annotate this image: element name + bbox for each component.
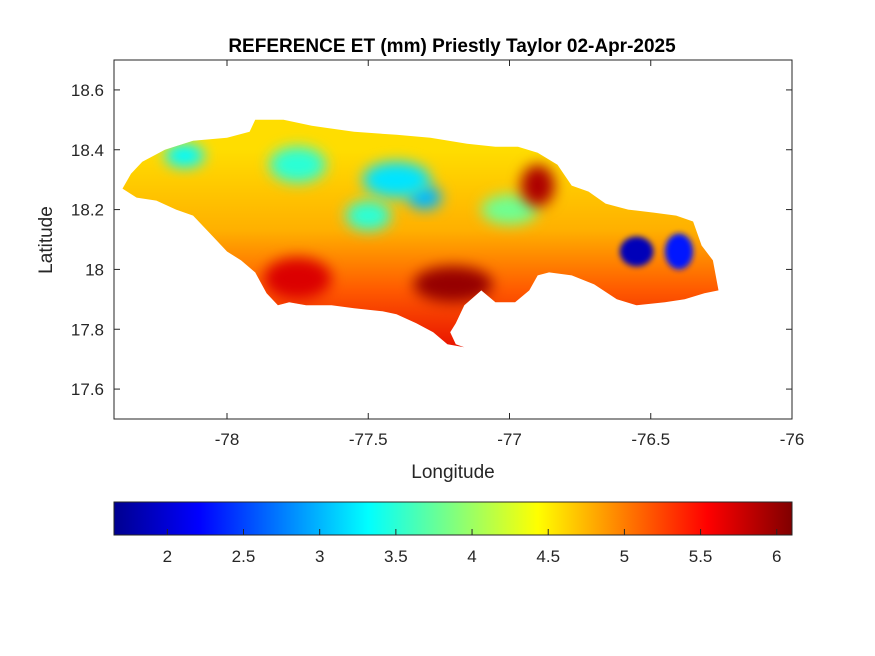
colorbar xyxy=(113,501,793,536)
y-axis-ticks: 17.6 17.8 18 18.2 18.4 18.6 xyxy=(71,81,792,399)
value-feature xyxy=(362,161,431,198)
chart-title: REFERENCE ET (mm) Priestly Taylor 02-Apr… xyxy=(228,36,676,57)
colorbar-tick-label: 5.5 xyxy=(689,547,713,566)
y-tick-label: 18.4 xyxy=(71,141,104,160)
colorbar-tick-label: 5 xyxy=(620,547,629,566)
colorbar-tick-label: 4 xyxy=(467,547,476,566)
x-tick-label: -77 xyxy=(497,430,522,449)
value-feature xyxy=(619,236,654,267)
x-axis-label: Longitude xyxy=(411,462,494,483)
value-features xyxy=(164,143,694,303)
colorbar-tick-label: 3 xyxy=(315,547,324,566)
y-axis-label: Latitude xyxy=(36,206,57,274)
y-tick-label: 17.8 xyxy=(71,320,104,339)
y-tick-label: 18 xyxy=(85,260,104,279)
value-feature xyxy=(345,200,391,231)
x-tick-label: -76 xyxy=(780,430,805,449)
x-tick-label: -76.5 xyxy=(631,430,670,449)
colorbar-tick-label: 2.5 xyxy=(232,547,256,566)
value-feature xyxy=(413,266,493,303)
colorbar-tick-label: 3.5 xyxy=(384,547,408,566)
value-feature xyxy=(664,233,694,270)
value-feature xyxy=(520,164,555,207)
value-feature xyxy=(481,194,538,225)
colorbar-tick-label: 6 xyxy=(772,547,781,566)
heatmap-layer xyxy=(122,119,719,348)
colorbar-ticks: 2 2.5 3 3.5 4 4.5 5 5.5 6 xyxy=(163,529,781,566)
x-tick-label: -78 xyxy=(215,430,240,449)
colorbar-tick-label: 2 xyxy=(163,547,172,566)
y-tick-label: 17.6 xyxy=(71,380,104,399)
colorbar-tick-label: 4.5 xyxy=(536,547,560,566)
y-tick-label: 18.6 xyxy=(71,81,104,100)
x-tick-label: -77.5 xyxy=(349,430,388,449)
x-axis-ticks: -78 -77.5 -77 -76.5 -76 xyxy=(215,60,805,449)
value-feature xyxy=(164,143,205,168)
value-feature xyxy=(263,257,332,300)
value-feature xyxy=(269,146,326,183)
y-tick-label: 18.2 xyxy=(71,201,104,220)
